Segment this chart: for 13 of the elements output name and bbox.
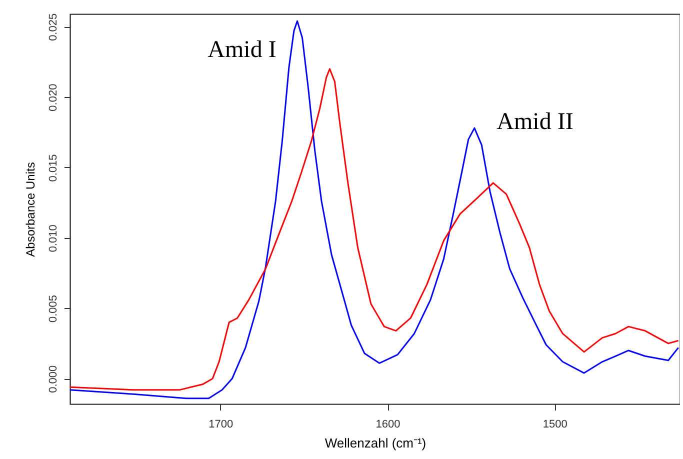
y-tick-label: 0.000 (48, 365, 60, 393)
x-tick-label: 1600 (376, 418, 400, 430)
annotation: Amid I (208, 37, 276, 63)
y-tick-label: 0.025 (48, 13, 60, 41)
x-tick-label: 1700 (208, 418, 234, 430)
y-tick-label: 0.010 (48, 224, 60, 252)
y-axis-title: Absorbance Units (24, 162, 38, 257)
y-tick-label: 0.015 (48, 154, 60, 182)
x-tick-label: 1500 (542, 418, 568, 430)
annotation: Amid II (496, 109, 574, 135)
y-tick-label: 0.005 (48, 294, 60, 323)
y-tick-label: 0.020 (48, 84, 60, 112)
x-axis-title: Wellenzahl (cm⁻¹) (324, 436, 426, 450)
